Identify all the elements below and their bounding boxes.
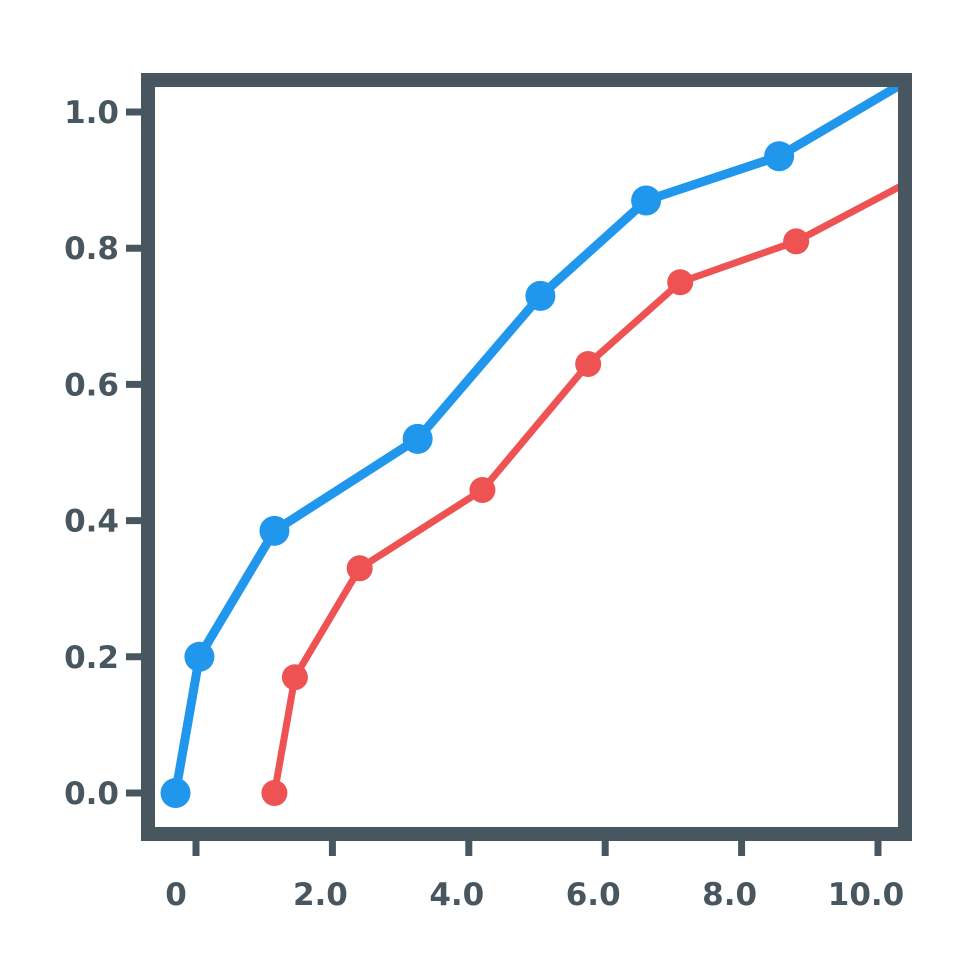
y-tick-label: 0.2 (64, 640, 119, 676)
x-tick-label: 10.0 (828, 877, 905, 913)
plot-frame (141, 73, 912, 841)
series-2-point (783, 228, 810, 255)
series-2-point (281, 664, 308, 691)
series-2-line (270, 183, 898, 797)
series-2-point (469, 476, 496, 503)
series-1-point (402, 423, 433, 454)
series-2-point (575, 350, 602, 377)
x-tick-label: 8.0 (702, 877, 757, 913)
axis-ticks: 0.0 0.2 0.4 0.6 0.8 1.0 0 2.0 4.0 6.0 8.0 10.0 (64, 95, 904, 913)
series-1-point (764, 141, 795, 172)
series-1-point (259, 515, 290, 546)
series-1-point (160, 778, 191, 808)
y-tick-label: 1.0 (64, 95, 119, 131)
series-1-point (631, 185, 662, 216)
series-2-point (261, 780, 288, 806)
x-tick-label: 6.0 (566, 877, 621, 913)
series-layer (160, 87, 898, 808)
y-tick-label: 0.0 (64, 776, 119, 812)
x-tick-label: 4.0 (429, 877, 484, 913)
y-tick-label: 0.8 (64, 231, 119, 267)
series-1-point (525, 280, 556, 311)
series-1-point (184, 641, 215, 672)
series-2-point (667, 269, 694, 296)
y-tick-label: 0.4 (64, 504, 119, 540)
x-tick-label: 2.0 (293, 877, 348, 913)
x-tick-label: 0 (165, 877, 187, 913)
series-2-point (346, 555, 373, 582)
y-tick-label: 0.6 (64, 367, 119, 403)
series-1-line (171, 87, 898, 798)
